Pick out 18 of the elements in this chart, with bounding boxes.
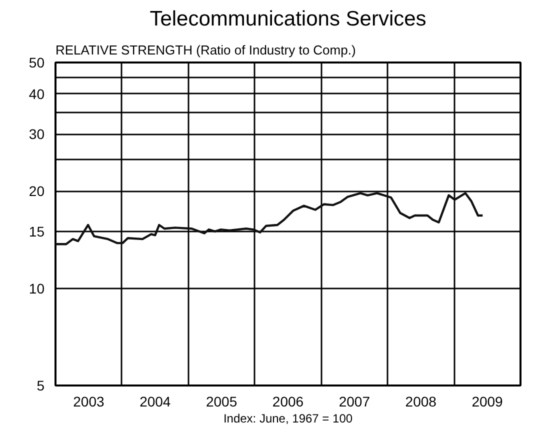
y-tick-label: 15 xyxy=(28,223,45,240)
x-tick-label: 2007 xyxy=(338,394,370,410)
y-tick-label: 50 xyxy=(28,54,45,70)
x-tick-label: 2009 xyxy=(472,394,504,410)
y-tick-label: 5 xyxy=(36,378,45,394)
y-tick-label: 40 xyxy=(28,86,45,102)
y-tick-label: 30 xyxy=(28,126,45,142)
x-axis-title: Index: June, 1967 = 100 xyxy=(223,412,353,426)
x-tick-label: 2006 xyxy=(272,394,304,410)
y-tick-label: 10 xyxy=(28,280,45,296)
x-tick-label: 2003 xyxy=(73,394,104,410)
x-tick-label: 2008 xyxy=(405,394,437,410)
chart-subtitle: RELATIVE STRENGTH (Ratio of Industry to Comp.) xyxy=(56,42,356,58)
x-tick-label: 2005 xyxy=(206,394,238,410)
chart-title: Telecommunications Services xyxy=(150,8,426,30)
line-series xyxy=(56,192,484,246)
x-tick-label: 2004 xyxy=(140,394,171,410)
y-tick-label: 20 xyxy=(28,183,45,200)
